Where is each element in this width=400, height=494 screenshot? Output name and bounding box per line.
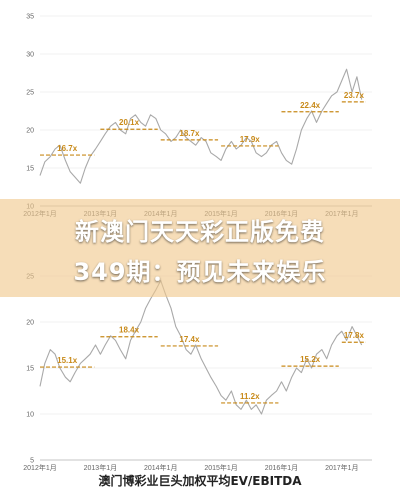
lower-chart-x-tick-label: 2013年1月: [84, 463, 117, 472]
lower-chart-average-label: 18.4x: [119, 326, 140, 335]
lower-chart: 5101520252012年1月2013年1月2014年1月2015年1月201…: [23, 274, 372, 472]
upper-chart-average-label: 20.1x: [119, 118, 140, 127]
upper-chart-average-label: 16.7x: [57, 144, 78, 153]
lower-chart-average-label: 11.2x: [240, 392, 260, 401]
lower-chart-x-tick-label: 2017年1月: [325, 463, 358, 472]
chart-caption: 澳门博彩业巨头加权平均EV/EBITDA: [98, 474, 302, 488]
overlay-headline-line1: 新澳门天天彩正版免费: [75, 218, 325, 246]
lower-chart-average-label: 15.2x: [300, 355, 321, 364]
lower-chart-average-label: 17.4x: [179, 335, 200, 344]
lower-chart-y-tick-label: 5: [30, 458, 34, 465]
lower-chart-y-tick-label: 20: [26, 320, 34, 327]
upper-chart-y-tick-label: 25: [26, 90, 34, 97]
upper-chart-average-label: 22.4x: [300, 101, 321, 110]
upper-chart-average-label: 17.9x: [240, 135, 261, 144]
upper-chart-y-tick-label: 30: [26, 52, 34, 59]
upper-chart-y-tick-label: 15: [26, 166, 34, 173]
overlay-headline-line2: 349期：预见未来娱乐: [73, 258, 327, 286]
lower-chart-average-label: 17.8x: [344, 331, 365, 340]
lower-chart-x-tick-label: 2014年1月: [144, 463, 177, 472]
upper-chart-average-label: 23.7x: [344, 91, 365, 100]
lower-chart-x-tick-label: 2015年1月: [204, 463, 237, 472]
lower-chart-average-label: 15.1x: [57, 356, 78, 365]
overlay-banner: [0, 199, 400, 297]
lower-chart-x-tick-label: 2012年1月: [23, 463, 56, 472]
upper-chart-average-label: 18.7x: [179, 129, 200, 138]
lower-chart-y-tick-label: 10: [26, 412, 34, 419]
upper-chart: 1015202530352012年1月2013年1月2014年1月2015年1月…: [23, 14, 372, 218]
lower-chart-y-tick-label: 15: [26, 366, 34, 373]
lower-chart-series-line: [39, 280, 363, 415]
upper-chart-y-tick-label: 20: [26, 128, 34, 135]
upper-chart-y-tick-label: 35: [26, 14, 34, 21]
lower-chart-x-tick-label: 2016年1月: [265, 463, 298, 472]
upper-chart-series-line: [39, 68, 363, 184]
